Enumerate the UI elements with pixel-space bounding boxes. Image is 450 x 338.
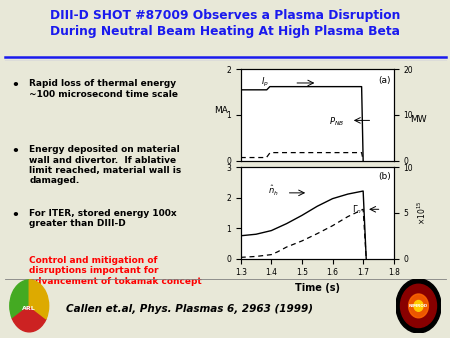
Y-axis label: $\times10^{15}$: $\times10^{15}$: [416, 201, 428, 225]
Text: •: •: [11, 145, 19, 158]
Text: •: •: [11, 79, 19, 92]
Text: $\hat{n}_h$: $\hat{n}_h$: [268, 184, 279, 198]
Text: (a): (a): [378, 76, 391, 85]
Text: •: •: [11, 209, 19, 222]
Text: $P_{NB}$: $P_{NB}$: [329, 115, 345, 127]
Text: $\Gamma_n$: $\Gamma_n$: [352, 204, 363, 216]
Circle shape: [414, 300, 423, 311]
Text: DIII-D SHOT #87009 Observes a Plasma Disruption
During Neutral Beam Heating At H: DIII-D SHOT #87009 Observes a Plasma Dis…: [50, 9, 400, 38]
Text: ARL: ARL: [22, 306, 36, 311]
Circle shape: [400, 284, 436, 328]
Text: $I_p$: $I_p$: [261, 76, 269, 89]
Text: For ITER, stored energy 100x
greater than DIII-D: For ITER, stored energy 100x greater tha…: [29, 209, 177, 228]
Text: NIMROD: NIMROD: [409, 304, 428, 308]
Wedge shape: [13, 306, 46, 332]
Wedge shape: [10, 280, 29, 319]
Text: Callen et.al, Phys. Plasmas 6, 2963 (1999): Callen et.al, Phys. Plasmas 6, 2963 (199…: [66, 304, 312, 314]
Y-axis label: MW: MW: [410, 115, 427, 124]
Wedge shape: [29, 280, 49, 319]
Circle shape: [396, 279, 441, 333]
X-axis label: Time (s): Time (s): [295, 283, 340, 293]
Y-axis label: MA: MA: [214, 106, 228, 115]
Text: (b): (b): [378, 172, 391, 181]
Text: Control and mitigation of
disruptions important for
advancement of tokamak conce: Control and mitigation of disruptions im…: [29, 256, 202, 286]
Text: Rapid loss of thermal energy
~100 microsecond time scale: Rapid loss of thermal energy ~100 micros…: [29, 79, 178, 98]
Circle shape: [409, 294, 428, 318]
Text: Energy deposited on material
wall and divertor.  If ablative
limit reached, mate: Energy deposited on material wall and di…: [29, 145, 181, 185]
